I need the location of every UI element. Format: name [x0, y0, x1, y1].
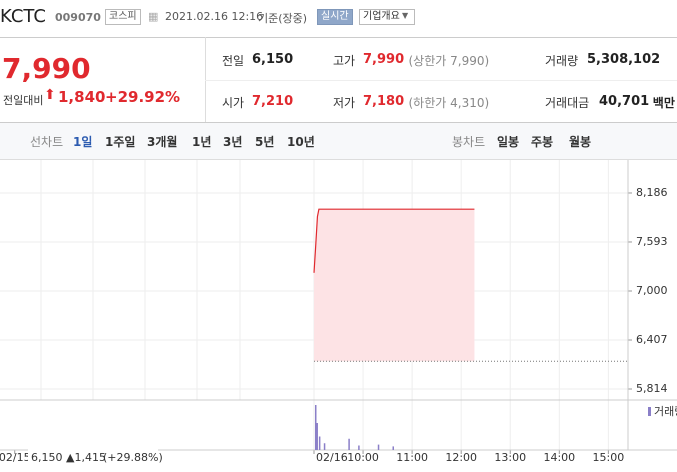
- period-tab[interactable]: 3개월: [147, 135, 178, 149]
- summary-extra: 백만: [652, 96, 675, 110]
- calendar-icon: ▦: [148, 10, 159, 23]
- period-tab[interactable]: 5년: [255, 135, 275, 149]
- x-tick-label: 02/16: [316, 451, 348, 464]
- summary-value: 40,701: [599, 94, 650, 109]
- volume-bar: [392, 446, 394, 450]
- current-price: 7,990: [2, 52, 91, 85]
- note-change: ▲1,415: [66, 451, 106, 464]
- summary-extra: (상한가 7,990): [408, 54, 490, 68]
- note-price: 6,150: [31, 451, 63, 464]
- summary-label: 고가: [333, 54, 356, 68]
- change: 1,840: [58, 88, 106, 106]
- y-tick-label: 7,000: [636, 284, 668, 297]
- x-tick-label: 11:00: [396, 451, 428, 464]
- x-tick-label: 12:00: [445, 451, 477, 464]
- tab-label[interactable]: 봉차트: [452, 135, 486, 149]
- area: [314, 209, 475, 362]
- stock-name: KCTC: [0, 6, 46, 27]
- volume-bar: [348, 438, 350, 450]
- period-tab[interactable]: 10년: [287, 135, 315, 149]
- volume-bar: [318, 436, 321, 450]
- volume-bar: [323, 443, 326, 450]
- x-tick-label: 02/15: [0, 451, 31, 464]
- y-tick-label: 6,407: [636, 333, 668, 346]
- period-tab[interactable]: 1년: [192, 135, 212, 149]
- summary-label: 시가: [222, 96, 245, 110]
- realtime-button[interactable]: 실시간: [317, 9, 353, 25]
- period-tab[interactable]: 1일: [73, 135, 93, 149]
- up-icon: ⬆: [44, 87, 56, 103]
- chart: 8,186 7,593 7,000 6,407 5,814 02/15 02/16 10:00…: [0, 160, 677, 467]
- x-tick-label: 13:00: [494, 451, 526, 464]
- divider: [205, 37, 206, 122]
- summary-label: 저가: [333, 96, 356, 110]
- candle-tab[interactable]: 월봉: [569, 135, 592, 149]
- price-line: [313, 208, 475, 273]
- market-badge: 코스피: [105, 9, 141, 25]
- y-tick-label: 5,814: [636, 382, 668, 395]
- note-rate: (+29.88%): [103, 451, 163, 464]
- basis: 기준(장중): [258, 12, 308, 25]
- y-tick-label: 7,593: [636, 235, 668, 248]
- summary-label: 거래량: [545, 54, 579, 68]
- candle-tab[interactable]: 주봉: [531, 135, 554, 149]
- candle-tab[interactable]: 일봉: [497, 135, 520, 149]
- change-rate: +29.92%: [105, 88, 181, 106]
- company-dropdown[interactable]: 기업개요: [359, 9, 415, 25]
- volume-bar: [316, 423, 318, 450]
- volume-bar: [358, 445, 360, 450]
- note-bg: [28, 449, 158, 467]
- divider: [205, 80, 677, 81]
- x-tick-label: 15:00: [593, 451, 625, 464]
- summary-label: 거래대금: [545, 96, 590, 110]
- x-tick-label: 14:00: [543, 451, 575, 464]
- summary-extra: (하한가 4,310): [408, 96, 490, 110]
- summary-value: 7,210: [252, 94, 294, 109]
- summary-label: 전일: [222, 54, 245, 68]
- change-label: 전일대비: [3, 94, 44, 107]
- summary-value: 6,150: [252, 52, 294, 67]
- datetime: 2021.02.16 12:16: [165, 10, 264, 23]
- volume-bar: [377, 444, 380, 450]
- legend-swatch: [648, 407, 651, 416]
- legend-label: 거래량: [654, 405, 677, 418]
- summary-value: 7,990: [363, 52, 405, 67]
- tab-bar: [0, 122, 677, 160]
- x-tick-label: 10:00: [347, 451, 379, 464]
- period-tab[interactable]: 1주일: [105, 135, 136, 149]
- divider: [0, 37, 677, 38]
- summary-value: 5,308,102: [587, 52, 661, 67]
- stock-code: 009070: [55, 11, 101, 24]
- summary-value: 7,180: [363, 94, 405, 109]
- dropdown-arrow: ▼: [402, 11, 409, 20]
- tab-label[interactable]: 선차트: [30, 135, 64, 149]
- y-tick-label: 8,186: [636, 186, 668, 199]
- volume-bar: [314, 405, 317, 450]
- period-tab[interactable]: 3년: [223, 135, 243, 149]
